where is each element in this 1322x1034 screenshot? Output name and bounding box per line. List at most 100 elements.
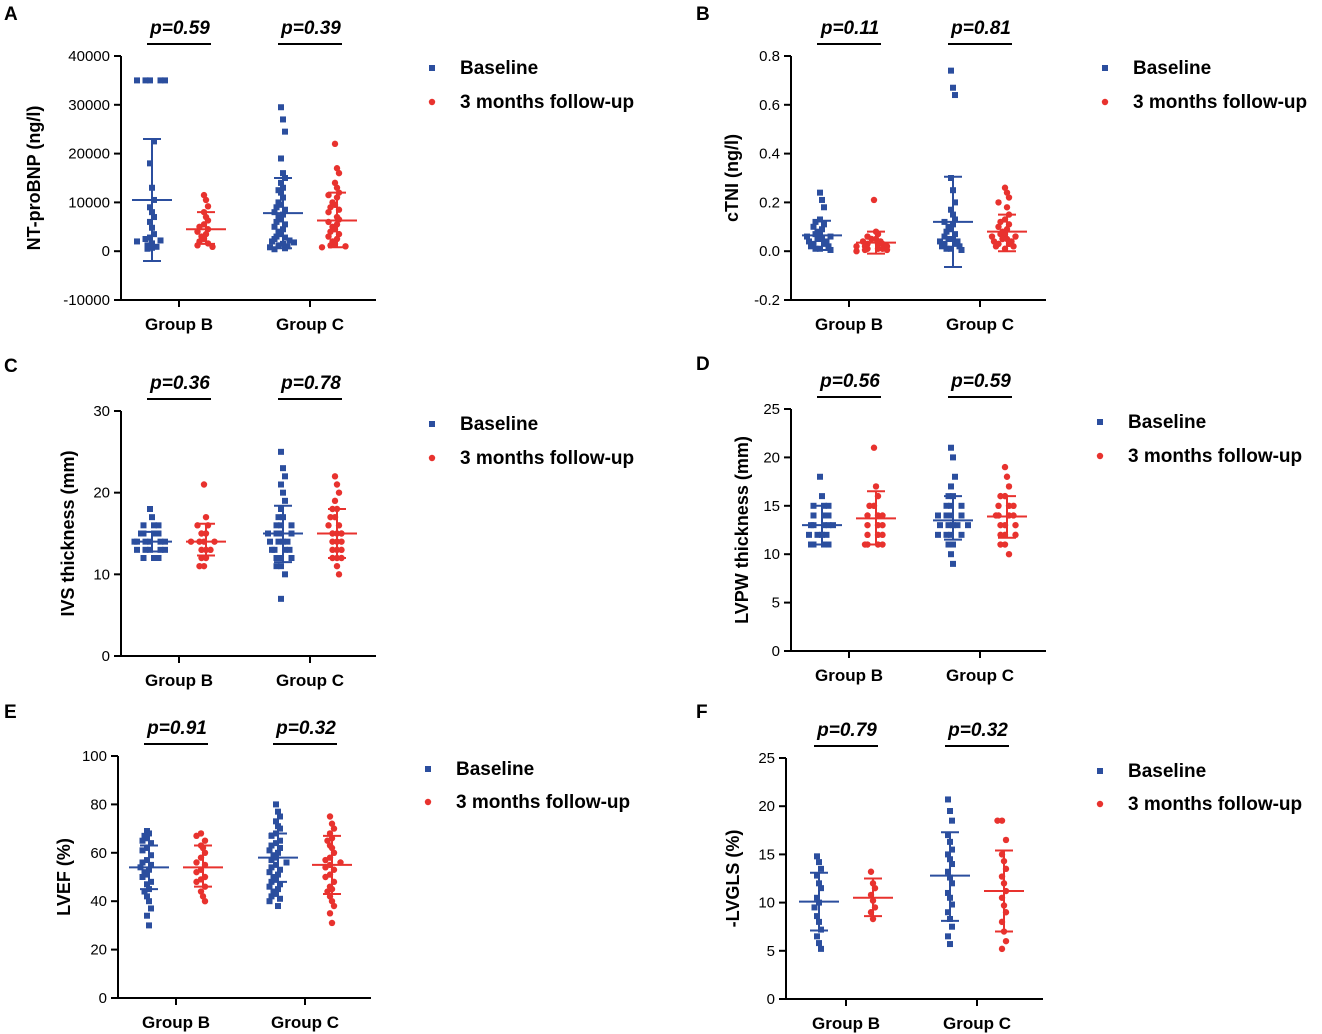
data-point [144, 893, 150, 900]
data-point [146, 898, 152, 905]
x-tick-label: Group B [812, 1014, 880, 1033]
chart-panel-b: B -0.2 0.0 0.2 0.4 0.6 0.8 cTNI (ng/l) Group B p=… [696, 4, 1307, 334]
data-point [1001, 463, 1009, 471]
legend: Baseline 3 months follow-up [428, 414, 634, 469]
data-point [950, 541, 956, 548]
data-point [823, 531, 830, 538]
y-axis-label: NT-proBNP (ng/l) [24, 106, 44, 251]
legend-marker-followup [424, 798, 432, 806]
data-point [140, 522, 147, 529]
data-point [147, 546, 153, 553]
data-point [134, 238, 140, 245]
data-point [138, 530, 144, 537]
data-point [162, 546, 168, 553]
data-point [325, 233, 332, 240]
data-point [945, 851, 951, 858]
y-axis-label: IVS thickness (mm) [58, 450, 78, 616]
data-point [329, 538, 336, 545]
y-tick-label: 5 [772, 595, 780, 612]
data-point [868, 235, 875, 243]
data-point [193, 878, 200, 886]
p-value-label: p=0.11 [820, 18, 879, 39]
data-point [992, 243, 1000, 250]
series-followup-group-b [186, 191, 226, 251]
data-point [997, 531, 1004, 539]
y-tick-label: 0.4 [759, 146, 780, 163]
data-point [144, 835, 150, 842]
data-point [277, 895, 283, 902]
data-point [286, 546, 293, 553]
y-tick-label: -0.2 [754, 292, 780, 309]
data-point [273, 818, 279, 825]
data-point [335, 571, 343, 578]
series-followup-group-b [856, 444, 896, 548]
data-point [949, 861, 955, 868]
data-point [200, 562, 208, 570]
y-tick-label: 40 [90, 893, 107, 910]
data-point [1001, 184, 1009, 191]
series-baseline-group-c [933, 444, 973, 567]
data-point [945, 236, 952, 242]
data-point [808, 243, 814, 250]
data-point [268, 857, 275, 864]
y-tick-label: 10 [763, 546, 780, 563]
data-point [148, 878, 154, 885]
data-point [140, 555, 147, 561]
data-point [209, 243, 216, 251]
data-point [278, 481, 284, 488]
data-point [330, 825, 338, 832]
legend: Baseline 3 months follow-up [1101, 58, 1307, 113]
data-point [988, 233, 996, 240]
y-axis-label: LVEF (%) [54, 838, 74, 916]
data-point [141, 888, 148, 895]
data-point [870, 444, 878, 451]
data-point [282, 546, 288, 553]
data-point [998, 817, 1006, 824]
data-point [999, 235, 1006, 243]
series-baseline-group-c [263, 448, 303, 602]
series-baseline-group-b [132, 77, 172, 262]
data-point [825, 512, 832, 519]
data-point [204, 203, 212, 210]
data-point [275, 903, 281, 910]
data-point [818, 945, 824, 952]
legend-label-baseline: Baseline [460, 58, 538, 79]
panel-letter: E [4, 702, 17, 723]
data-point [948, 512, 954, 519]
data-point [1005, 194, 1013, 201]
data-point [199, 893, 207, 900]
data-point [273, 890, 279, 897]
series-followup-group-b [853, 868, 893, 923]
data-point [147, 506, 153, 512]
series-followup-group-c [987, 184, 1027, 253]
data-point [821, 240, 827, 247]
data-point [935, 531, 941, 538]
series-followup-group-b [183, 830, 223, 905]
data-point [948, 531, 954, 538]
data-point [155, 555, 162, 561]
legend-label-followup: 3 months follow-up [1133, 92, 1307, 113]
data-point [157, 546, 164, 553]
data-point [201, 898, 209, 905]
data-point [324, 837, 331, 844]
data-point [269, 238, 275, 245]
x-tick-label: Group C [943, 1014, 1011, 1033]
data-point [335, 489, 343, 496]
data-point [284, 538, 291, 545]
data-point [144, 857, 150, 864]
y-tick-label: 0 [99, 990, 107, 1007]
data-point [950, 454, 956, 461]
x-tick-label: Group C [276, 315, 344, 334]
data-point [1002, 836, 1010, 844]
data-point [943, 502, 950, 509]
legend-marker-baseline [1097, 768, 1103, 774]
data-point [335, 169, 343, 177]
data-point [818, 885, 824, 892]
data-point [162, 77, 168, 84]
data-point [810, 223, 817, 230]
data-point [883, 246, 891, 254]
data-point [937, 238, 943, 245]
data-point [949, 817, 955, 824]
chart-panel-a: A -10000 0 10000 20000 30000 40000 NT-proBNP (n… [4, 4, 634, 334]
data-point [804, 233, 810, 240]
